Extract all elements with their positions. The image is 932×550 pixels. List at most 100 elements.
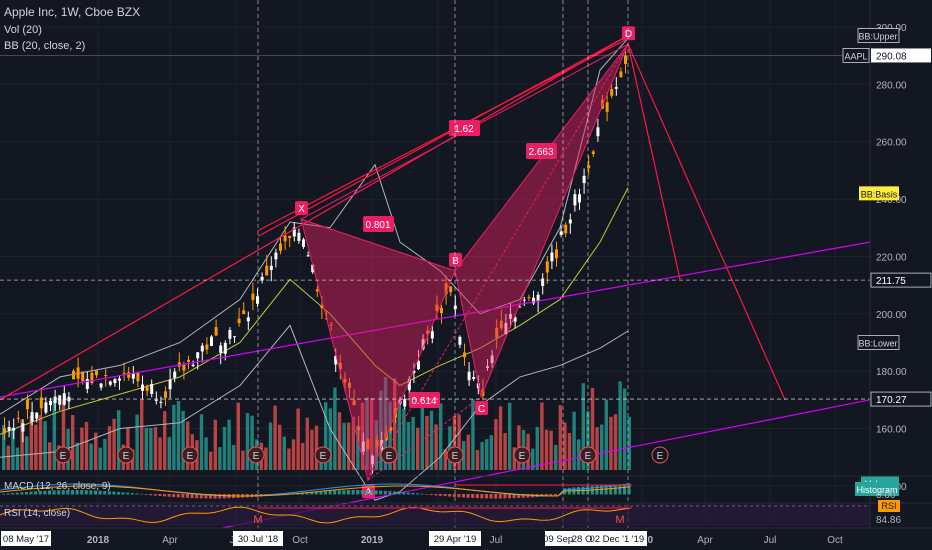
- volume-bar: [462, 440, 466, 470]
- earnings-label: E: [386, 451, 393, 462]
- earnings-event: [181, 446, 199, 464]
- volume-bar: [167, 437, 171, 470]
- price-tick-label: 160.00: [876, 425, 907, 436]
- candle-body: [269, 265, 273, 271]
- macd-bar: [485, 494, 488, 499]
- candle-body: [205, 344, 209, 350]
- candle-body: [334, 355, 338, 365]
- volume-bar: [420, 398, 424, 470]
- level-badge-label: 211.75: [876, 276, 906, 287]
- price-tick-label: 240.00: [876, 195, 907, 206]
- candle-body: [624, 55, 627, 64]
- time-highlight-label: 30 Jul '18: [238, 534, 278, 545]
- macd-tick-label: 0.00: [876, 490, 896, 501]
- macd-legend: MACD (12, 26, close, 9): [4, 481, 111, 492]
- ratio-badge: [363, 216, 394, 232]
- candle-body: [173, 371, 177, 378]
- volume-bar: [342, 422, 346, 470]
- volume-bar: [176, 401, 181, 470]
- candle-body: [426, 330, 430, 334]
- time-tick-label: Jul: [490, 535, 503, 546]
- time-highlight-label: 08 May '17: [3, 534, 49, 545]
- bb-lower-line: [0, 324, 629, 501]
- level-badge: [870, 391, 932, 407]
- volume-bar: [480, 441, 484, 470]
- candle-body: [210, 336, 213, 346]
- candle-body: [527, 297, 531, 299]
- bb-basis-badge: [859, 186, 899, 201]
- macd-bar: [80, 490, 84, 495]
- volume-bar: [282, 436, 286, 470]
- candle-body: [279, 243, 282, 251]
- candle-body: [348, 382, 351, 388]
- candle-body: [320, 305, 324, 309]
- macd-bar: [471, 494, 475, 498]
- volume-bar: [512, 447, 516, 470]
- candle-body: [306, 255, 310, 257]
- macd-bar: [204, 494, 208, 499]
- candle-body: [509, 314, 512, 319]
- earnings-event: [651, 446, 669, 464]
- volume-bar: [48, 442, 52, 470]
- candle-body: [619, 71, 623, 78]
- candle-body: [435, 304, 439, 311]
- volume-bar: [452, 415, 457, 470]
- volume-bar: [213, 419, 217, 470]
- volume-bar: [563, 422, 567, 470]
- macd-bar: [209, 494, 212, 499]
- volume-bar: [241, 450, 245, 470]
- macd-bar: [20, 492, 24, 495]
- candle-body: [136, 372, 140, 382]
- volume-bar: [227, 419, 231, 470]
- volume-bar: [305, 417, 309, 470]
- candle-body: [591, 151, 595, 154]
- rsi-band: [0, 504, 870, 526]
- macd-bar: [462, 494, 465, 498]
- candle-body: [81, 371, 85, 382]
- volume-bar: [609, 416, 613, 470]
- candle-body: [311, 264, 315, 273]
- ratio-label: 1.62: [454, 124, 474, 135]
- candle-body: [242, 310, 246, 315]
- earnings-label: E: [253, 451, 260, 462]
- macd-bar: [130, 493, 134, 495]
- volume-bar: [549, 430, 553, 470]
- macd-bar: [627, 484, 631, 495]
- histogram-badge: [855, 482, 899, 496]
- macd-bar: [84, 490, 88, 495]
- candle-body: [614, 87, 618, 89]
- volume-bar: [347, 422, 351, 470]
- candle-body: [444, 283, 448, 295]
- candle-body: [196, 352, 200, 359]
- macd-bar: [34, 491, 38, 495]
- macd-bar: [75, 490, 79, 495]
- earnings-label: E: [187, 451, 194, 462]
- volume-bar: [416, 427, 420, 470]
- candle-body: [113, 379, 117, 384]
- level-badge: [870, 272, 932, 288]
- candle-body: [187, 359, 190, 362]
- volume-bar: [324, 402, 328, 470]
- macd-bar: [600, 485, 603, 495]
- macd-bar: [333, 490, 337, 495]
- pattern-label-x: X: [298, 204, 305, 215]
- macd-bar: [144, 494, 148, 495]
- candle-body: [26, 399, 29, 410]
- volume-bar: [471, 399, 475, 470]
- volume-bar: [250, 415, 254, 470]
- candle-body: [122, 372, 126, 374]
- macd-bar: [508, 494, 511, 499]
- candle-body: [237, 318, 241, 324]
- candle-body: [58, 395, 62, 405]
- macd-bar: [365, 490, 369, 495]
- candle-body: [200, 345, 204, 352]
- macd-bar: [517, 494, 521, 499]
- macd-bar: [112, 491, 116, 495]
- time-highlight-badge: [429, 531, 481, 546]
- candle-body: [108, 381, 112, 385]
- candle-body: [430, 331, 434, 339]
- volume-bar: [586, 410, 590, 470]
- macd-bar: [544, 494, 548, 497]
- rsi-tick-label: 84.86: [876, 515, 901, 526]
